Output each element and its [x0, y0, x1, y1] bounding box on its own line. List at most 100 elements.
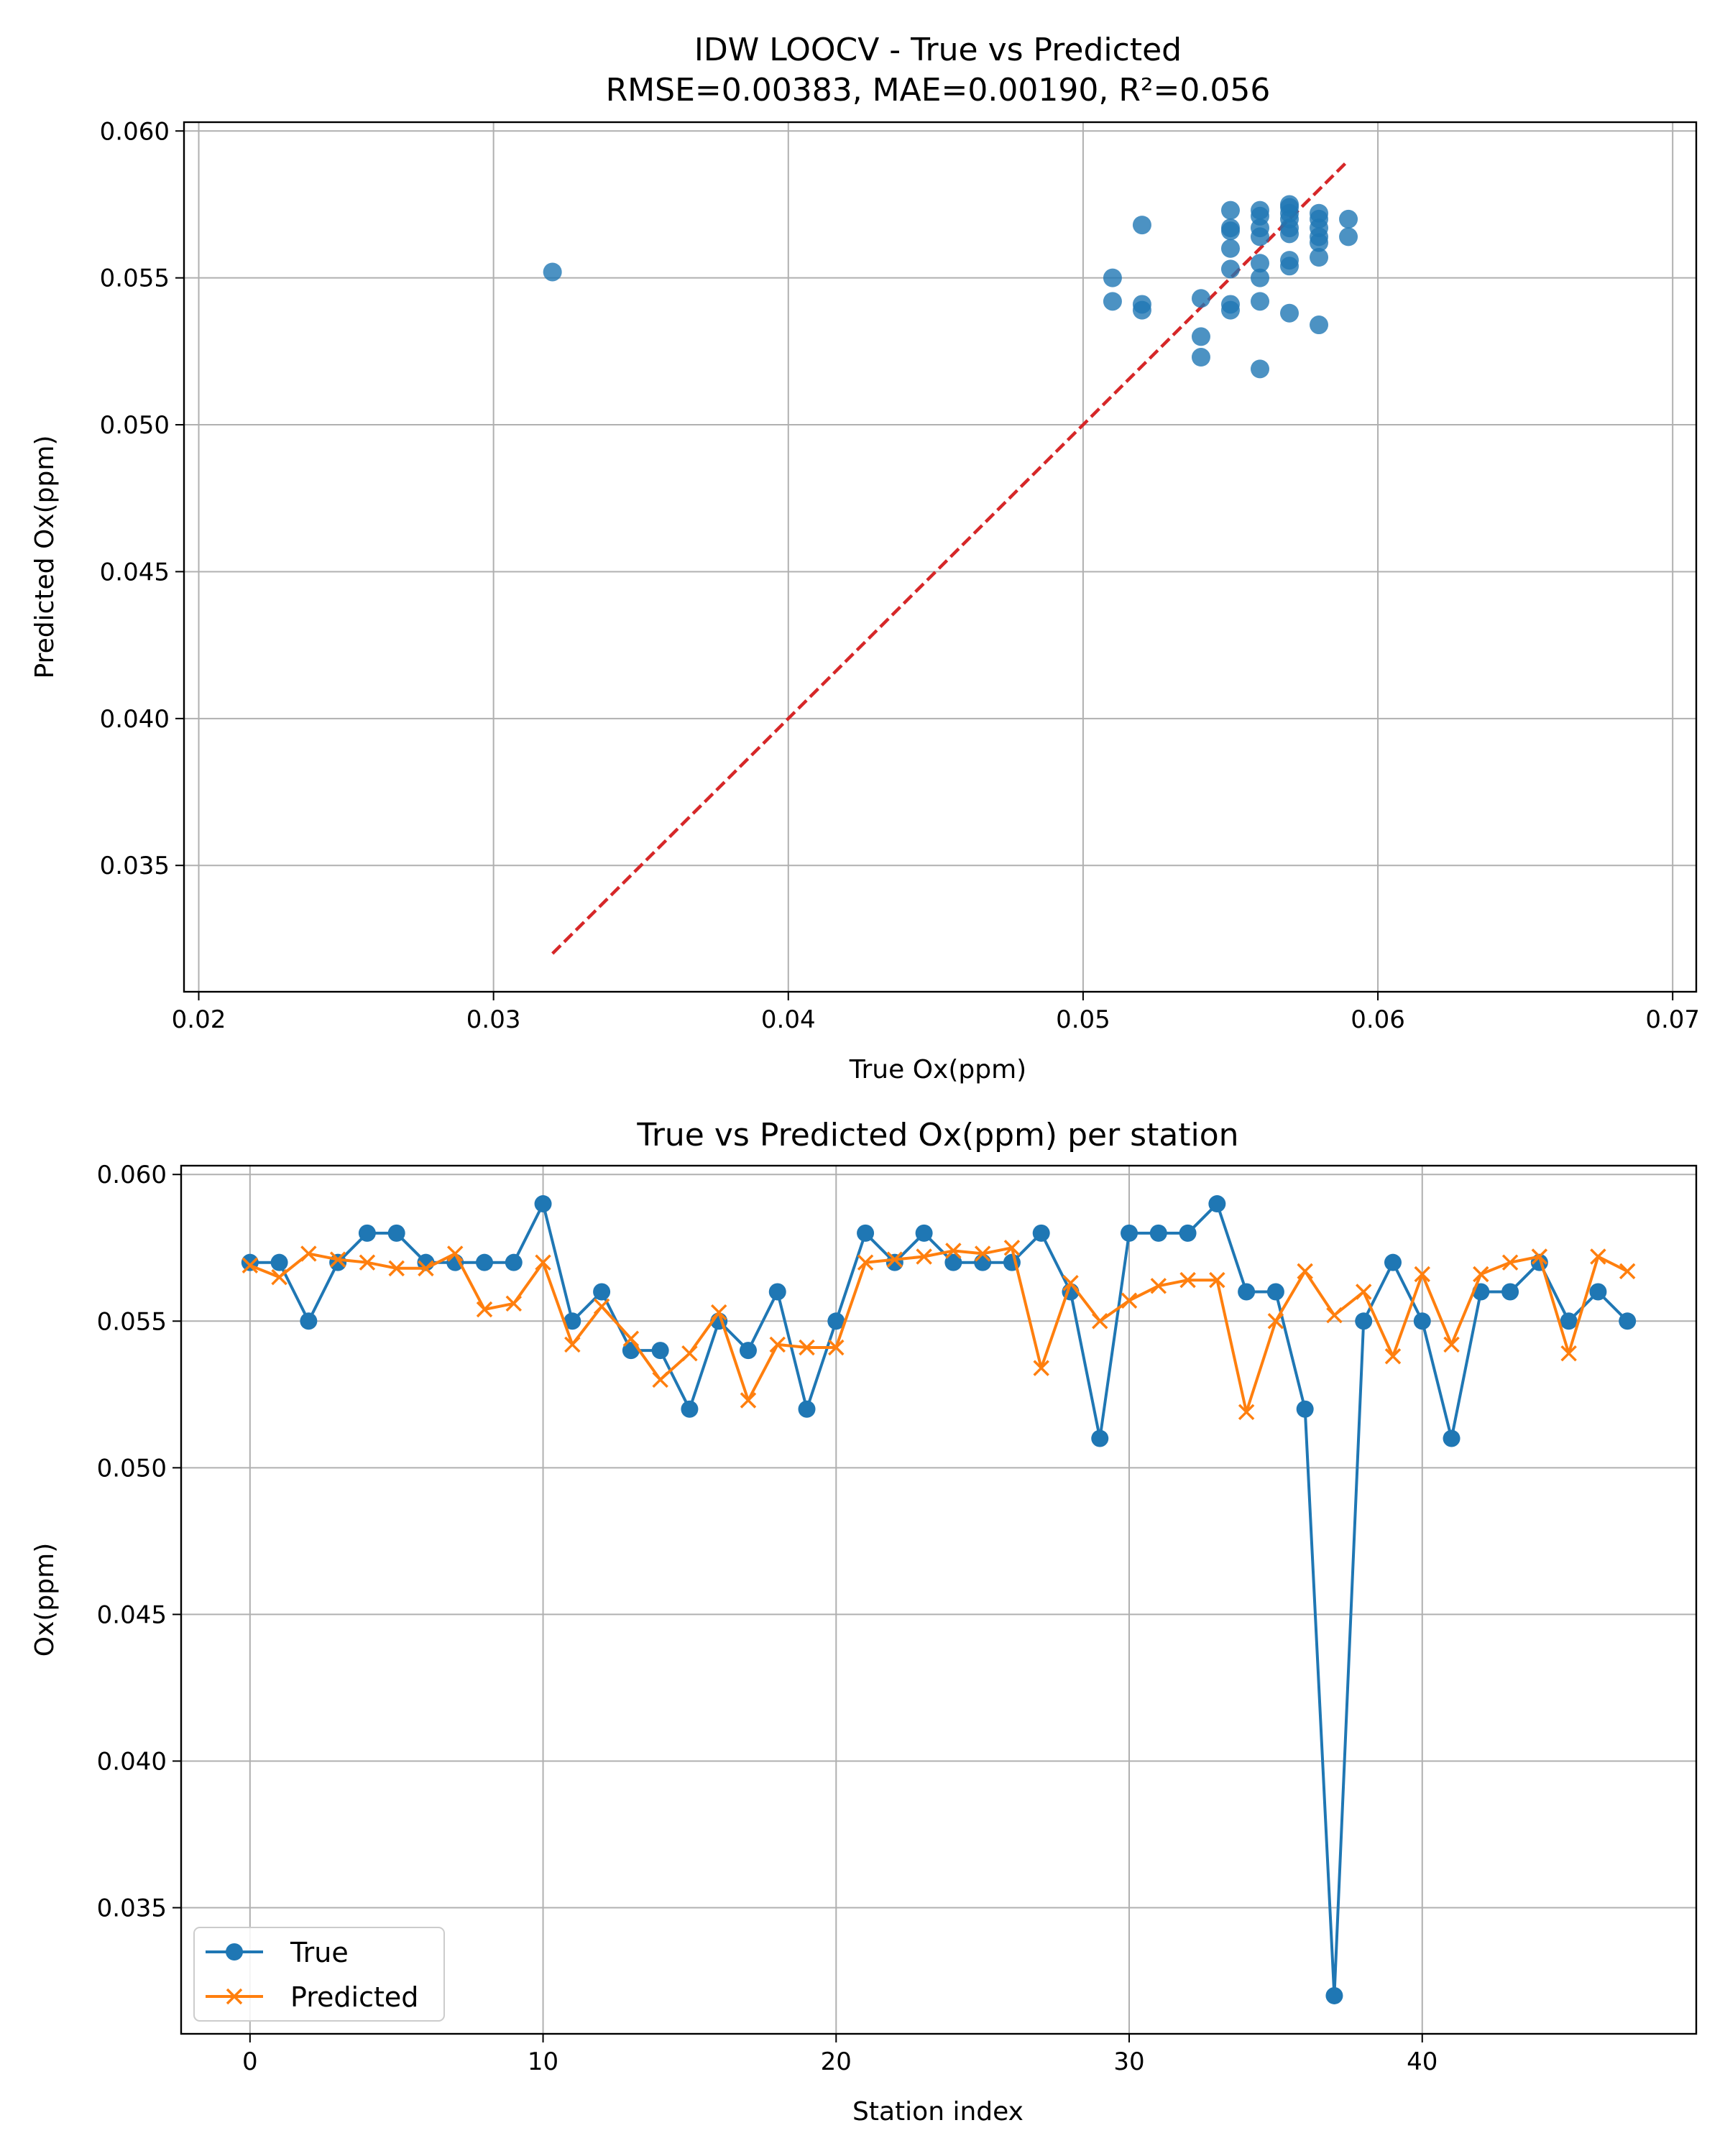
series-predicted-marker	[769, 1336, 786, 1353]
series-predicted-marker	[857, 1254, 874, 1271]
line-ytick-label: 0.045	[97, 1600, 167, 1629]
scatter-y-axis-label: Predicted Ox(ppm)	[30, 436, 60, 679]
line-xtick-label: 10	[528, 2047, 558, 2076]
line-axes-frame	[180, 1164, 1698, 2035]
series-predicted-marker	[828, 1339, 845, 1356]
scatter-xtick-label: 0.02	[172, 1005, 226, 1034]
series-predicted-marker-stroke	[388, 1260, 405, 1277]
identity-line-group	[551, 159, 1350, 955]
series-true-marker	[1032, 1224, 1050, 1242]
series-predicted-marker-stroke	[1443, 1336, 1460, 1353]
legend-predicted-marker-stroke	[226, 1988, 243, 2005]
scatter-point	[1220, 221, 1240, 241]
series-true-marker	[768, 1283, 786, 1301]
series-predicted-marker-stroke	[1560, 1345, 1577, 1362]
series-true-marker	[1501, 1283, 1519, 1301]
series-predicted-marker-stroke	[1384, 1348, 1402, 1365]
series-predicted-marker-stroke	[974, 1245, 991, 1262]
series-true-marker	[1179, 1224, 1197, 1242]
series-predicted-marker	[329, 1251, 346, 1268]
series-predicted-marker-stroke	[418, 1260, 434, 1277]
scatter-point	[1310, 248, 1329, 267]
series-true-marker	[564, 1312, 581, 1330]
series-predicted-marker-stroke	[710, 1304, 727, 1321]
series-predicted-marker	[593, 1298, 610, 1315]
scatter-point	[1191, 289, 1210, 308]
series-predicted-marker	[359, 1254, 376, 1271]
series-predicted-marker	[1179, 1271, 1196, 1289]
series-predicted-marker-stroke	[1003, 1240, 1021, 1256]
line-ytick-label: 0.040	[97, 1747, 167, 1776]
series-predicted-marker	[418, 1260, 434, 1277]
series-true-marker	[593, 1283, 611, 1301]
scatter-point	[1280, 257, 1300, 276]
scatter-ytick-label: 0.045	[100, 558, 170, 586]
line-ytick-label: 0.050	[97, 1454, 167, 1483]
series-predicted-marker	[1501, 1254, 1519, 1271]
scatter-point	[1132, 300, 1151, 320]
series-true-marker	[300, 1312, 318, 1330]
series-predicted-marker	[799, 1339, 815, 1356]
scatter-point	[1132, 216, 1151, 235]
series-predicted-marker-stroke	[1150, 1278, 1167, 1294]
scatter-axes-frame	[183, 121, 1698, 993]
identity-line	[551, 159, 1350, 955]
series-predicted-marker-stroke	[681, 1345, 698, 1362]
line-xtick-label: 20	[821, 2047, 852, 2076]
series-predicted-marker	[1414, 1266, 1431, 1283]
series-predicted-marker-stroke	[1092, 1313, 1108, 1330]
series-true-marker	[1589, 1283, 1607, 1301]
series-predicted-marker-stroke	[1033, 1360, 1049, 1376]
line-title: True vs Predicted Ox(ppm) per station	[636, 1117, 1238, 1153]
series-predicted-marker-stroke	[1473, 1266, 1489, 1283]
scatter-x-axis-label: True Ox(ppm)	[849, 1055, 1026, 1084]
series-predicted-marker-stroke	[1414, 1266, 1431, 1283]
series-predicted-marker-stroke	[1179, 1271, 1196, 1289]
scatter-point	[1339, 227, 1358, 247]
series-predicted-marker-stroke	[1501, 1254, 1519, 1271]
scatter-point	[1339, 209, 1358, 229]
scatter-point	[1191, 348, 1210, 367]
series-predicted-marker	[1150, 1278, 1167, 1294]
series-predicted-marker	[974, 1245, 991, 1262]
scatter-xtick-label: 0.03	[466, 1005, 521, 1034]
scatter-xtick-label: 0.05	[1056, 1005, 1110, 1034]
series-predicted-marker	[1267, 1313, 1284, 1330]
series-predicted-marker-stroke	[300, 1245, 317, 1262]
scatter-ytick-label: 0.050	[100, 411, 170, 440]
series-true-marker	[1560, 1312, 1578, 1330]
series-predicted-marker-stroke	[1297, 1263, 1313, 1280]
series-predicted-marker-stroke	[828, 1339, 845, 1356]
series-true-marker	[329, 1253, 347, 1271]
line-y-ticks: 0.035 0.040 0.045 0.050 0.055 0.060	[97, 1161, 181, 1923]
scatter-x-ticks: 0.02 0.03 0.04 0.05 0.06 0.07	[172, 992, 1700, 1034]
line-x-ticks: 0 10 20 30 40	[242, 2034, 1438, 2076]
series-predicted-marker-stroke	[857, 1254, 874, 1271]
series-predicted-marker-stroke	[886, 1251, 903, 1268]
series-predicted-marker	[622, 1330, 640, 1348]
series-predicted-marker	[1473, 1266, 1489, 1283]
series-predicted-marker-stroke	[271, 1268, 288, 1286]
scatter-point	[1220, 259, 1240, 279]
series-predicted-marker	[446, 1245, 464, 1262]
series-predicted-line	[249, 1246, 1629, 1414]
series-predicted-marker-stroke	[652, 1371, 668, 1388]
line-series	[241, 1195, 1637, 2004]
scatter-point	[1280, 224, 1300, 244]
series-true-marker	[1149, 1224, 1167, 1242]
scatter-gridlines	[184, 122, 1696, 992]
series-predicted-marker-stroke	[359, 1254, 376, 1271]
series-predicted-marker-stroke	[916, 1248, 932, 1265]
series-true-marker	[798, 1400, 816, 1418]
line-ytick-label: 0.060	[97, 1161, 167, 1189]
series-true-marker	[387, 1224, 405, 1242]
series-true-marker	[476, 1253, 494, 1271]
scatter-point	[543, 262, 562, 282]
series-predicted-marker	[300, 1245, 317, 1262]
series-true-marker	[1091, 1429, 1109, 1447]
series-predicted-marker	[710, 1304, 727, 1321]
series-predicted-marker	[535, 1254, 551, 1271]
series-predicted-marker	[1238, 1404, 1255, 1421]
series-predicted-marker	[1209, 1271, 1225, 1289]
